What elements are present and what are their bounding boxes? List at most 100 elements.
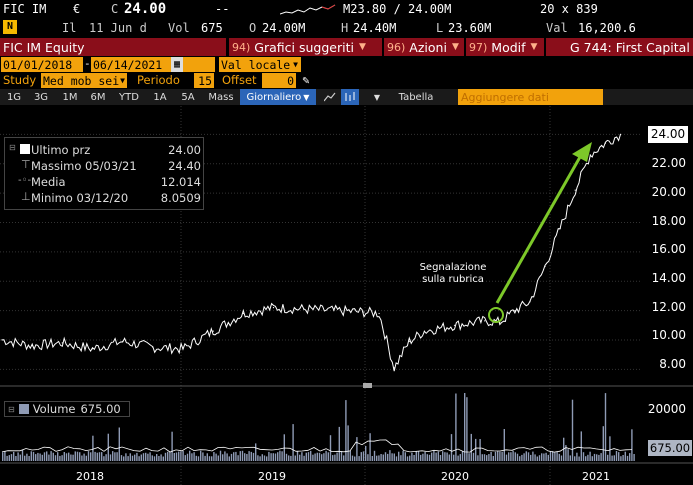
frequency-select[interactable]: Giornaliero ▼	[240, 89, 316, 105]
volume-bar	[626, 455, 629, 461]
volume-value: 675	[201, 21, 223, 35]
price-point	[604, 142, 607, 144]
volume-bar	[96, 452, 98, 461]
volume-bar	[318, 452, 321, 461]
volume-bar	[63, 452, 65, 461]
btn-num: 96)	[387, 40, 406, 54]
volume-bar	[446, 452, 448, 461]
min-marker-icon: ⊥	[21, 190, 31, 203]
edit-button[interactable]: 97) Modif ▼	[466, 38, 544, 56]
annotation-line2: sulla rubrica	[422, 274, 484, 285]
page-title: G 744: First Capital	[546, 38, 693, 56]
range-max[interactable]: Mass	[208, 91, 234, 103]
volume-bar	[37, 452, 39, 461]
legend-row[interactable]: ⊟ Ultimo prz 24.00	[9, 143, 205, 157]
collapse-icon[interactable]: ⊟	[9, 143, 16, 152]
volume-bar	[288, 455, 290, 461]
table-button[interactable]: Tabella	[398, 91, 434, 103]
volume-bar	[26, 453, 28, 461]
volume-bar	[398, 451, 400, 461]
volume-bar	[345, 400, 347, 461]
volume-bar	[24, 455, 26, 461]
security-title[interactable]: FIC IM Equity	[0, 38, 226, 56]
volume-bar	[266, 456, 268, 461]
volume-swatch	[18, 404, 29, 414]
volume-bar	[173, 453, 175, 461]
price-point	[363, 311, 365, 313]
volume-bar	[633, 454, 635, 461]
legend-row[interactable]: -◦- Media 12.014	[9, 175, 205, 189]
range-ytd[interactable]: YTD	[119, 91, 139, 103]
period-input[interactable]: 15	[194, 73, 214, 88]
range-1g[interactable]: 1G	[6, 91, 22, 103]
volume-bar	[497, 451, 499, 461]
volume-bar	[490, 452, 492, 461]
volume-bar	[13, 451, 15, 461]
volume-bar	[285, 453, 288, 461]
volume-bar	[340, 451, 343, 461]
annotation-text: Segnalazione sulla rubrica	[414, 262, 492, 286]
line-chart-icon[interactable]	[322, 89, 338, 105]
legend-row[interactable]: ⊥ Minimo 03/12/20 8.0509	[9, 190, 205, 205]
range-6m[interactable]: 6M	[90, 91, 106, 103]
volume-legend[interactable]: ⊟ Volume 675.00	[4, 401, 130, 417]
end-date-input[interactable]: 06/14/2021	[91, 57, 215, 72]
chart-type-dropdown-icon[interactable]: ▼	[373, 92, 381, 102]
volume-bar	[334, 454, 336, 461]
bar-chart-icon[interactable]	[341, 89, 359, 105]
volume-bar	[569, 455, 571, 461]
news-badge[interactable]: N	[3, 20, 17, 34]
volume-bar	[294, 455, 296, 461]
price-point	[91, 348, 94, 350]
y-tick: 22.00	[651, 156, 686, 170]
volume-bar	[116, 452, 118, 461]
range-5a[interactable]: 5A	[181, 91, 195, 103]
volume-bar	[279, 450, 281, 461]
volume-bar	[589, 451, 591, 461]
volume-bar	[367, 454, 369, 461]
suggested-charts-button[interactable]: 94) Grafici suggeriti ▼	[229, 38, 382, 56]
volume-bar	[384, 452, 387, 461]
volume-bar	[615, 451, 618, 461]
price-point	[408, 340, 410, 342]
value-label: Val	[546, 21, 568, 35]
btn-num: 97)	[469, 40, 488, 54]
range-1a[interactable]: 1A	[153, 91, 167, 103]
chart-legend[interactable]: ⊟ Ultimo prz 24.00 ⊤ Massimo 05/03/21 24…	[4, 137, 204, 210]
volume-bar	[281, 451, 283, 461]
volume-bar	[28, 456, 30, 461]
volume-bar	[156, 454, 158, 461]
add-data-input[interactable]: Aggiungere dati	[458, 89, 603, 105]
pencil-icon[interactable]: ✎	[302, 73, 310, 87]
average-marker-icon: -◦-	[18, 175, 32, 186]
volume-bar	[252, 452, 255, 461]
volume-bar	[180, 451, 182, 461]
ticker[interactable]: FIC IM	[3, 2, 47, 16]
volume-bar	[620, 456, 622, 461]
volume-bar	[30, 451, 32, 461]
volume-bar	[499, 451, 501, 461]
price-point	[61, 342, 63, 344]
volume-bar	[307, 452, 310, 461]
volume-bar	[92, 435, 94, 461]
range-1m[interactable]: 1M	[62, 91, 78, 103]
actions-button[interactable]: 96) Azioni ▼	[384, 38, 464, 56]
volume-bar	[120, 455, 123, 461]
calendar-icon[interactable]: ▦	[171, 57, 183, 72]
start-date-input[interactable]: 01/01/2018	[1, 57, 83, 72]
volume-bar	[239, 451, 241, 461]
volume-bar	[270, 453, 272, 461]
volume-bar	[332, 455, 334, 461]
currency-select[interactable]: Val locale ▼	[219, 57, 301, 72]
collapse-icon[interactable]: ⊟	[8, 404, 15, 414]
volume-bar	[274, 453, 277, 461]
volume-bar	[466, 397, 468, 461]
study-select[interactable]: Med mob sei ▼	[41, 73, 127, 88]
volume-bar	[609, 436, 611, 461]
range-3g[interactable]: 3G	[33, 91, 49, 103]
btn-label: Azioni	[409, 39, 447, 55]
legend-row[interactable]: ⊤ Massimo 05/03/21 24.40	[9, 158, 205, 173]
volume-bar	[501, 451, 503, 461]
offset-input[interactable]: 0	[262, 73, 296, 88]
volume-bar	[393, 453, 395, 461]
